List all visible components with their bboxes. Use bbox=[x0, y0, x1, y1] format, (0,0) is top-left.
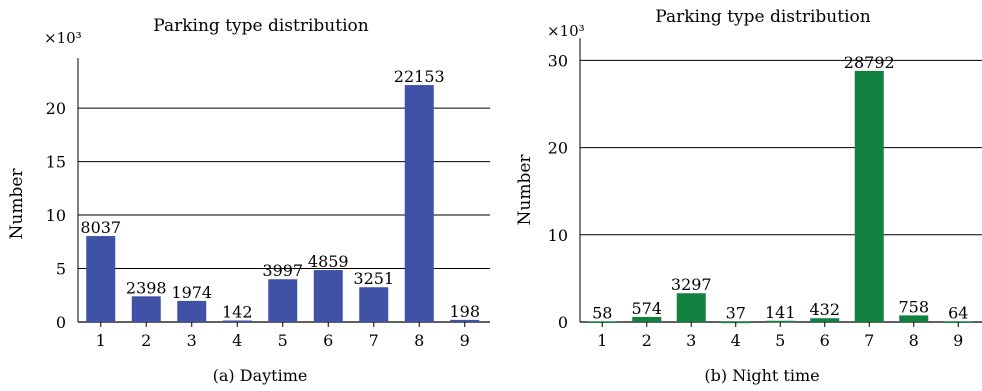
bar-value-label: 574 bbox=[631, 299, 662, 318]
bar bbox=[177, 300, 207, 322]
y-multiplier: ×10³ bbox=[547, 22, 585, 40]
y-axis-label: Number bbox=[515, 154, 535, 226]
x-tick-label: 8 bbox=[414, 331, 424, 350]
bar-value-label: 3251 bbox=[353, 269, 394, 288]
chart-daytime: 0 5 10 15 20 8037 1 2398 2 1974 3 142 4 3997 5 4859 6 325… bbox=[7, 16, 490, 385]
bar-value-label: 141 bbox=[765, 303, 796, 322]
bar bbox=[450, 319, 480, 322]
x-tick-label: 9 bbox=[460, 331, 470, 350]
bar-value-label: 64 bbox=[948, 303, 968, 322]
bar bbox=[268, 279, 298, 322]
chart-night-time: 0 10 20 30 58 1 574 2 3297 3 37 4 141 5 432 6 28792 7 758 8… bbox=[515, 7, 982, 385]
bar-value-label: 432 bbox=[809, 300, 840, 319]
y-multiplier: ×10³ bbox=[44, 29, 82, 47]
bar bbox=[676, 293, 706, 322]
bar-value-label: 758 bbox=[898, 297, 929, 316]
y-tick-label: 15 bbox=[46, 153, 66, 172]
panel-caption: (b) Night time bbox=[704, 366, 819, 385]
x-tick-label: 7 bbox=[864, 331, 874, 350]
y-axis-label: Number bbox=[7, 168, 27, 240]
x-tick-label: 9 bbox=[953, 331, 963, 350]
x-tick-label: 7 bbox=[369, 331, 379, 350]
bar bbox=[404, 85, 434, 322]
bar bbox=[854, 70, 884, 323]
bar bbox=[632, 316, 662, 322]
bar bbox=[313, 270, 343, 322]
bar bbox=[222, 320, 252, 322]
bar-value-label: 22153 bbox=[394, 67, 445, 86]
chart-title: Parking type distribution bbox=[655, 7, 870, 27]
chart-title: Parking type distribution bbox=[153, 16, 368, 36]
x-tick-label: 5 bbox=[775, 331, 785, 350]
bar-value-label: 8037 bbox=[80, 218, 121, 237]
x-tick-label: 6 bbox=[323, 331, 333, 350]
bar bbox=[359, 287, 389, 322]
bar-value-label: 28792 bbox=[844, 53, 895, 72]
y-tick-label: 10 bbox=[548, 226, 568, 245]
bar-value-label: 142 bbox=[222, 302, 253, 321]
bar-value-label: 37 bbox=[726, 304, 746, 323]
x-tick-label: 3 bbox=[187, 331, 197, 350]
panel-caption: (a) Daytime bbox=[213, 366, 308, 385]
bar-value-label: 198 bbox=[449, 302, 480, 321]
x-tick-label: 1 bbox=[597, 331, 607, 350]
bar bbox=[86, 236, 116, 322]
x-tick-label: 2 bbox=[642, 331, 652, 350]
x-tick-label: 6 bbox=[820, 331, 830, 350]
bar-value-label: 3997 bbox=[262, 261, 303, 280]
y-tick-label: 30 bbox=[548, 51, 568, 70]
bar bbox=[899, 315, 929, 322]
y-tick-label: 10 bbox=[46, 206, 66, 225]
bar-value-label: 58 bbox=[592, 303, 612, 322]
bar bbox=[810, 318, 840, 322]
y-tick-label: 5 bbox=[56, 260, 66, 279]
y-tick-label: 20 bbox=[46, 99, 66, 118]
bar bbox=[131, 296, 161, 322]
y-tick-label: 20 bbox=[548, 139, 568, 158]
x-tick-label: 4 bbox=[232, 331, 242, 350]
x-tick-label: 2 bbox=[141, 331, 151, 350]
bar bbox=[765, 320, 795, 323]
bar-value-label: 3297 bbox=[671, 275, 712, 294]
bar-value-label: 2398 bbox=[126, 278, 167, 297]
x-tick-label: 3 bbox=[686, 331, 696, 350]
x-tick-label: 8 bbox=[909, 331, 919, 350]
x-tick-label: 5 bbox=[278, 331, 288, 350]
y-tick-label: 0 bbox=[558, 313, 568, 332]
bar-value-label: 4859 bbox=[308, 252, 349, 271]
x-tick-label: 1 bbox=[96, 331, 106, 350]
x-tick-label: 4 bbox=[731, 331, 741, 350]
y-tick-label: 0 bbox=[56, 313, 66, 332]
bar-value-label: 1974 bbox=[171, 283, 212, 302]
